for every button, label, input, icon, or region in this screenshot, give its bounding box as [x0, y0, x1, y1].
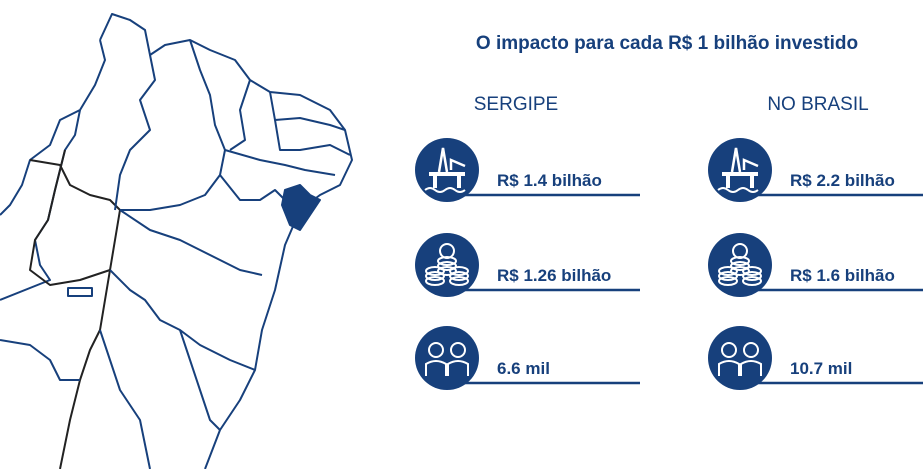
impact-value: 6.6 mil — [497, 359, 550, 378]
columns: SERGIPE R$ 1.4 bilhão R$ 1.26 bilhão 6.6 mi… — [415, 94, 923, 390]
impact-value: R$ 2.2 bilhão — [790, 171, 895, 190]
icon-part — [742, 271, 762, 281]
icon-part — [722, 172, 758, 176]
impact-value: R$ 1.6 bilhão — [790, 266, 895, 285]
impact-item: R$ 1.6 bilhão — [708, 233, 923, 297]
icon-part — [750, 176, 754, 188]
icon-part — [449, 276, 469, 286]
impact-item: R$ 1.26 bilhão — [415, 233, 640, 297]
icon — [718, 243, 762, 286]
icon-part — [732, 243, 748, 259]
icon-part — [730, 261, 750, 271]
icon — [425, 243, 469, 286]
icon-part — [449, 158, 466, 170]
icon-part — [730, 266, 750, 276]
icon-part — [718, 276, 738, 286]
icon-part — [740, 360, 762, 376]
icon-part — [424, 187, 466, 193]
column-heading: SERGIPE — [474, 94, 558, 115]
icon-circle — [415, 326, 479, 390]
icon-part — [437, 147, 449, 173]
impact-value: R$ 1.4 bilhão — [497, 171, 602, 190]
impact-item: 10.7 mil — [708, 326, 923, 390]
impact-item: R$ 1.4 bilhão — [415, 138, 640, 202]
icon-part — [457, 176, 461, 188]
column-heading: NO BRASIL — [767, 94, 868, 115]
icon-part — [450, 342, 466, 358]
icon-part — [425, 276, 445, 286]
icon-part — [437, 261, 457, 271]
icon-part — [718, 266, 738, 276]
icon-part — [718, 271, 738, 281]
icon-part — [449, 271, 469, 281]
icon-circle — [708, 326, 772, 390]
icon-part — [449, 266, 469, 276]
impact-item: 6.6 mil — [415, 326, 640, 390]
icon-part — [742, 266, 762, 276]
icon-part — [439, 243, 455, 259]
impact-value: 10.7 mil — [790, 359, 852, 378]
icon-part — [433, 176, 437, 188]
map — [0, 13, 353, 469]
icon-part — [730, 147, 742, 173]
icon-part — [429, 172, 465, 176]
icon-part — [447, 360, 469, 376]
icon-part — [425, 360, 447, 376]
icon-part — [726, 176, 730, 188]
icon-part — [425, 266, 445, 276]
icon-part — [717, 187, 759, 193]
icon-part — [718, 360, 740, 376]
title: O impacto para cada R$ 1 bilhão investid… — [476, 33, 858, 54]
icon-part — [742, 276, 762, 286]
icon-part — [425, 271, 445, 281]
icon — [425, 342, 469, 376]
icon — [717, 147, 759, 193]
icon-part — [721, 342, 737, 358]
impact-value: R$ 1.26 bilhão — [497, 266, 611, 285]
icon — [718, 342, 762, 376]
icon-part — [437, 266, 457, 276]
icon-part — [743, 342, 759, 358]
impact-item: R$ 2.2 bilhão — [708, 138, 923, 202]
icon — [424, 147, 466, 193]
icon-part — [428, 342, 444, 358]
icon-part — [742, 158, 759, 170]
